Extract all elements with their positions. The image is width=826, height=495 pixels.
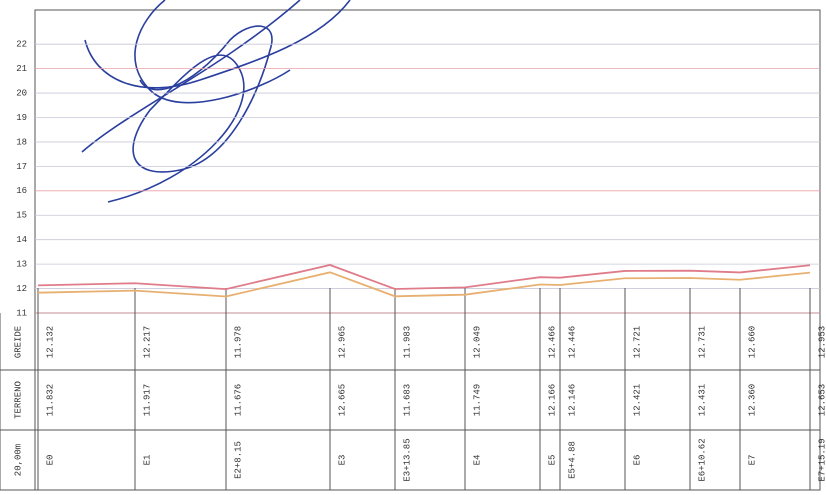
station-label: E6 <box>632 455 642 466</box>
value-label: 11.917 <box>142 384 152 416</box>
station-label: E5+4.88 <box>567 441 577 479</box>
value-label: 12.446 <box>567 326 577 358</box>
row-label: GREIDE <box>13 326 23 358</box>
value-label: 12.146 <box>567 384 577 416</box>
y-tick-label: 16 <box>16 186 27 196</box>
y-tick-label: 13 <box>16 260 27 270</box>
y-tick-label: 18 <box>16 137 27 147</box>
station-label: E7+15.19 <box>817 438 826 481</box>
value-label: 12.953 <box>817 326 826 358</box>
value-label: 12.721 <box>632 326 642 358</box>
profile-drawing: GREIDE TERRENO 20,00m 11 12 13 14 15 16 17 18 19… <box>0 0 826 495</box>
value-label: 11.683 <box>402 384 412 416</box>
y-tick-label: 15 <box>16 211 27 221</box>
profile-line <box>38 265 810 289</box>
value-label: 12.665 <box>337 384 347 416</box>
value-label: 12.049 <box>472 326 482 358</box>
value-label: 11.983 <box>402 326 412 358</box>
station-label: E4 <box>472 455 482 466</box>
y-tick-label: 19 <box>16 113 27 123</box>
y-tick-label: 11 <box>16 308 27 318</box>
y-tick-label: 12 <box>16 284 27 294</box>
value-label: 12.217 <box>142 326 152 358</box>
pen-scribble <box>82 0 350 202</box>
y-tick-label: 21 <box>16 64 27 74</box>
station-label: E2+8.15 <box>233 441 243 479</box>
value-label: 12.166 <box>547 384 557 416</box>
station-label: E3 <box>337 455 347 466</box>
y-tick-label: 14 <box>16 235 27 245</box>
value-label: 11.978 <box>233 326 243 358</box>
value-label: 11.749 <box>472 384 482 416</box>
value-label: 12.965 <box>337 326 347 358</box>
value-label: 12.660 <box>747 326 757 358</box>
row-label: TERRENO <box>13 381 23 419</box>
value-label: 12.653 <box>817 384 826 416</box>
row-label: 20,00m <box>13 444 23 476</box>
value-label: 12.431 <box>697 384 707 416</box>
value-label: 11.676 <box>233 384 243 416</box>
frame <box>35 10 820 490</box>
station-label: E5 <box>547 455 557 466</box>
value-label: 11.832 <box>45 384 55 416</box>
value-label: 12.466 <box>547 326 557 358</box>
y-tick-label: 20 <box>16 88 27 98</box>
station-label: E3+13.85 <box>402 438 412 481</box>
station-label: E0 <box>45 455 55 466</box>
y-tick-label: 17 <box>16 162 27 172</box>
value-label: 12.360 <box>747 384 757 416</box>
station-label: E7 <box>747 455 757 466</box>
y-tick-label: 22 <box>16 40 27 50</box>
value-label: 12.421 <box>632 384 642 416</box>
value-label: 12.132 <box>45 326 55 358</box>
station-label: E6+10.62 <box>697 438 707 481</box>
value-label: 12.731 <box>697 326 707 358</box>
station-label: E1 <box>142 455 152 466</box>
